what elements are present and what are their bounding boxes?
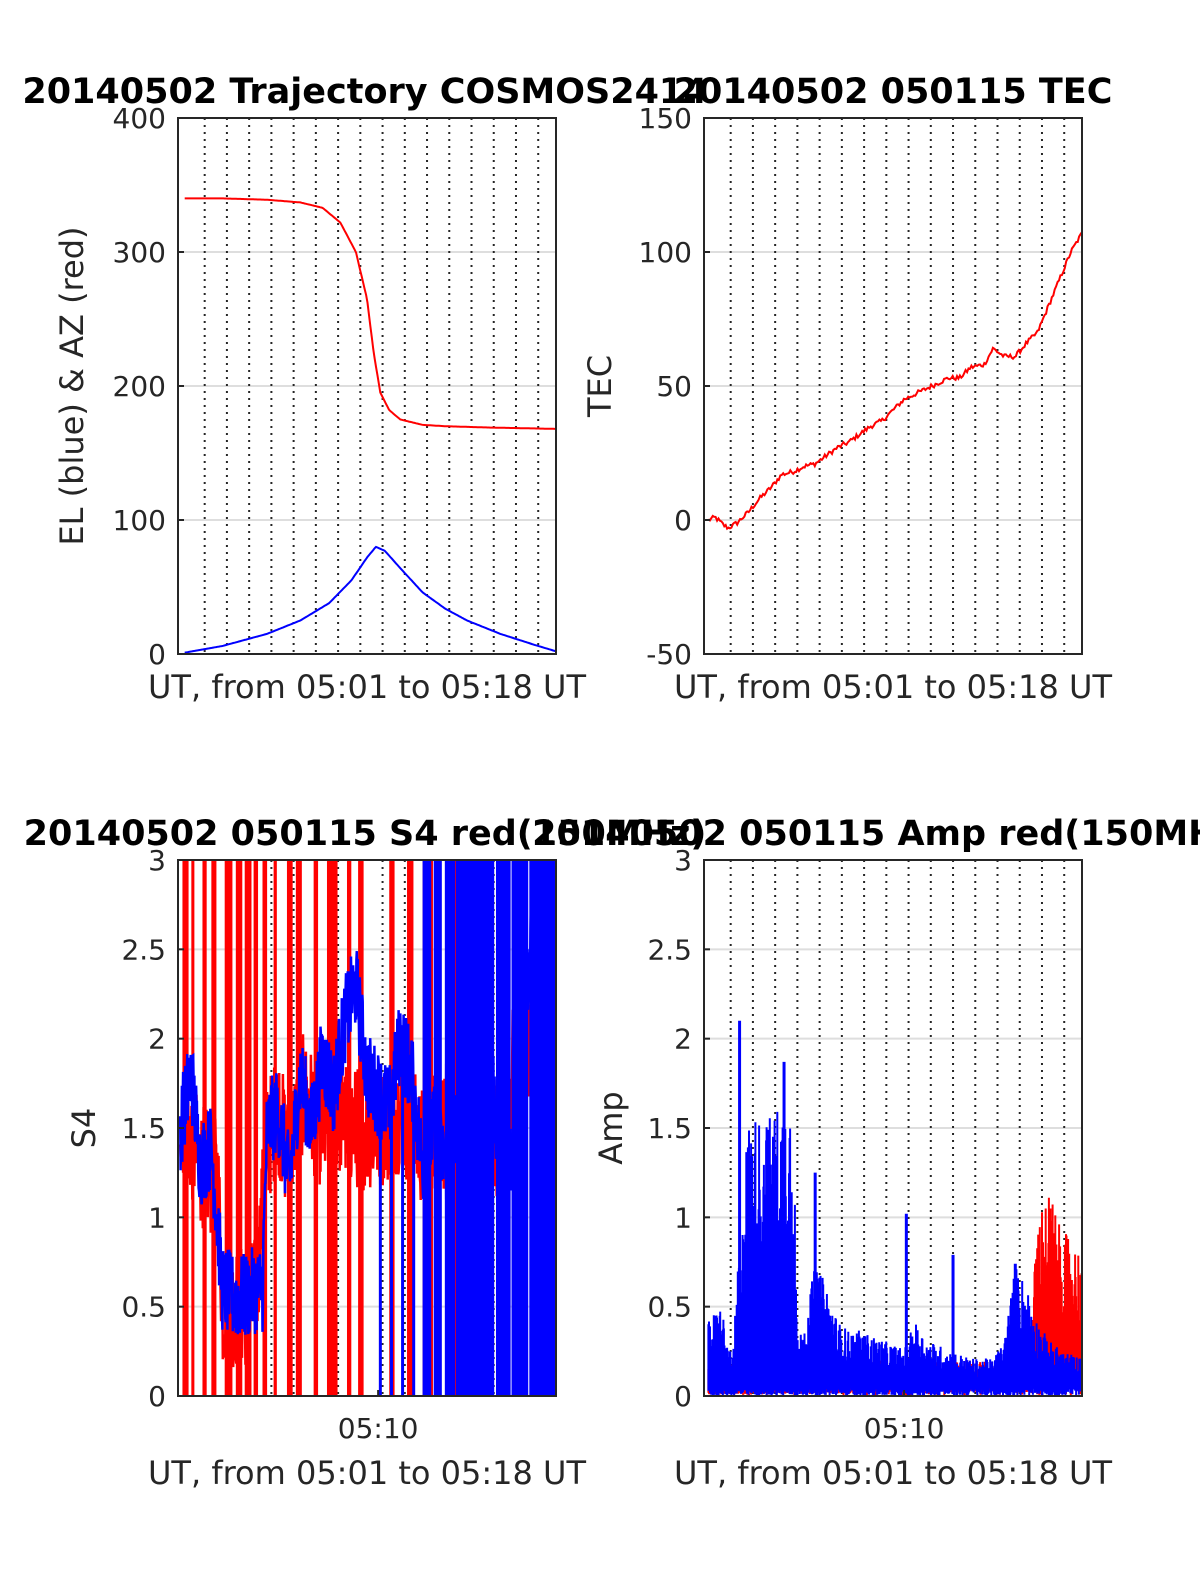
y-tick-label: 0	[148, 1380, 166, 1413]
trajectory-panel: 20140502 Trajectory COSMOS2414 0 100 200 30…	[22, 72, 707, 706]
spike-red	[211, 860, 217, 1396]
y-tick-label: 0.5	[121, 1291, 166, 1324]
spike-red	[262, 860, 268, 1396]
spike-blue	[480, 860, 491, 1396]
y-tick-label: 150	[639, 102, 692, 135]
tec-ylabel: TEC	[581, 355, 619, 418]
trajectory-ylabel: EL (blue) & AZ (red)	[53, 226, 91, 545]
series-line-0	[184, 197, 556, 430]
y-tick-label: 50	[656, 370, 692, 403]
spike-red	[358, 860, 364, 1396]
y-tick-label: 1.5	[647, 1112, 692, 1145]
y-tick-label: 1	[674, 1201, 692, 1234]
spike-red	[224, 860, 233, 1396]
spike-red	[286, 860, 293, 1396]
spike-red	[244, 860, 252, 1396]
tec-xlabel: UT, from 05:01 to 05:18 UT	[674, 668, 1112, 706]
spike-blue	[533, 860, 546, 1396]
series-trace-blue	[707, 1111, 1082, 1396]
tec-panel: 20140502 050115 TEC -50 0 50 100 150 UT, fro…	[581, 72, 1112, 706]
y-tick-label: 2	[148, 1023, 166, 1056]
y-tick-label: 200	[113, 370, 166, 403]
amp-title: 20140502 050115 Amp red(150MHz)	[532, 814, 1200, 854]
spike-blue	[502, 860, 511, 1396]
spike-blue	[489, 860, 495, 1396]
spike-red	[191, 860, 195, 1396]
spike-blue	[495, 860, 507, 1396]
y-tick-label: 3	[148, 844, 166, 877]
amp-xlabel: UT, from 05:01 to 05:18 UT	[674, 1454, 1112, 1492]
spike-red	[407, 860, 414, 1396]
spike-red	[326, 860, 335, 1396]
y-tick-label: 3	[674, 844, 692, 877]
s4-panel: 20140502 050115 S4 red(150MHz) 0 0.5 1 1.5 2…	[24, 814, 707, 1492]
x-tick-label: 05:10	[864, 1412, 945, 1445]
spike-blue	[473, 860, 484, 1396]
spike-blue	[433, 860, 442, 1396]
spike-red	[346, 860, 352, 1396]
y-tick-label: 100	[639, 236, 692, 269]
y-tick-label: 0	[148, 638, 166, 671]
series-line-1	[184, 545, 556, 654]
spike-blue	[444, 860, 456, 1396]
y-tick-label: 0.5	[647, 1291, 692, 1324]
amp-ylabel: Amp	[592, 1091, 630, 1164]
spike-blue	[547, 860, 556, 1396]
series-line-0	[707, 231, 1082, 531]
spike-red	[253, 860, 259, 1396]
s4-title: 20140502 050115 S4 red(150MHz)	[24, 814, 707, 854]
trajectory-xlabel: UT, from 05:01 to 05:18 UT	[148, 668, 586, 706]
y-tick-label: 2	[674, 1023, 692, 1056]
amp-panel: 20140502 050115 Amp red(150MHz) 0 0.5 1 1.5…	[532, 814, 1200, 1492]
s4-xlabel: UT, from 05:01 to 05:18 UT	[148, 1454, 586, 1492]
spike-blue	[553, 860, 556, 1396]
tec-title: 20140502 050115 TEC	[674, 72, 1113, 112]
spike-blue	[422, 860, 432, 1396]
y-tick-label: -50	[646, 638, 692, 671]
spike-red	[235, 860, 243, 1396]
y-tick-label: 400	[113, 102, 166, 135]
y-tick-label: 2.5	[121, 933, 166, 966]
y-tick-label: 1.5	[121, 1112, 166, 1145]
y-tick-label: 1	[148, 1201, 166, 1234]
x-tick-label: 05:10	[338, 1412, 419, 1445]
y-tick-label: 2.5	[647, 933, 692, 966]
y-tick-label: 300	[113, 236, 166, 269]
y-tick-label: 0	[674, 1380, 692, 1413]
spike-blue	[511, 860, 525, 1396]
y-tick-label: 0	[674, 504, 692, 537]
spike-blue	[522, 860, 529, 1396]
s4-ylabel: S4	[65, 1108, 103, 1149]
y-tick-label: 100	[113, 504, 166, 537]
trajectory-title: 20140502 Trajectory COSMOS2414	[22, 72, 707, 112]
spike-red	[333, 860, 338, 1396]
spike-blue	[455, 860, 468, 1396]
